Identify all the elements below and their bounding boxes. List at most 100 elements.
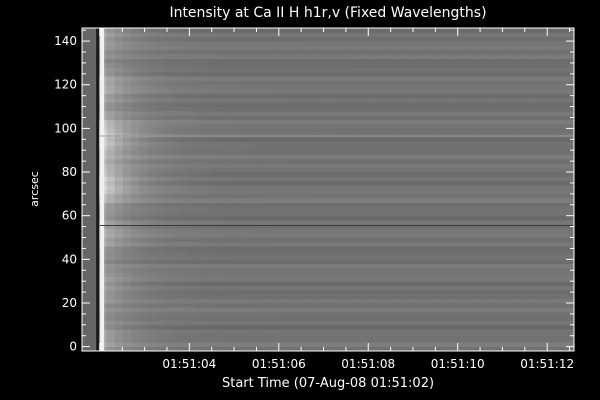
heatmap-cell bbox=[336, 246, 345, 251]
heatmap-cell bbox=[123, 71, 132, 77]
heatmap-cell bbox=[155, 158, 165, 164]
heatmap-cell bbox=[508, 49, 517, 55]
heatmap-cell bbox=[541, 154, 550, 160]
heatmap-cell bbox=[311, 215, 321, 221]
heatmap-cell bbox=[155, 320, 165, 326]
heatmap-cell bbox=[565, 324, 574, 330]
heatmap-cell bbox=[229, 246, 239, 251]
heatmap-cell bbox=[500, 324, 509, 330]
heatmap-cell bbox=[393, 158, 403, 164]
heatmap-cell bbox=[221, 246, 230, 251]
heatmap-cell bbox=[377, 228, 386, 234]
heatmap-cell bbox=[516, 163, 526, 169]
heatmap-cell bbox=[557, 263, 567, 269]
heatmap-cell bbox=[475, 36, 485, 42]
heatmap-cell bbox=[139, 36, 148, 42]
heatmap-cell bbox=[533, 41, 542, 46]
heatmap-cell bbox=[180, 220, 189, 225]
heatmap-cell bbox=[139, 189, 148, 195]
heatmap-cell bbox=[131, 233, 140, 238]
heatmap-cell bbox=[516, 97, 526, 103]
heatmap-cell bbox=[311, 342, 321, 348]
heatmap-cell bbox=[311, 272, 321, 278]
heatmap-cell bbox=[237, 102, 247, 107]
heatmap-cell bbox=[114, 76, 124, 81]
heatmap-cell bbox=[344, 89, 353, 94]
heatmap-cell bbox=[557, 93, 567, 99]
heatmap-cell bbox=[533, 233, 542, 238]
heatmap-cell bbox=[483, 342, 493, 348]
heatmap-cell bbox=[557, 137, 567, 142]
heatmap-cell bbox=[254, 259, 263, 265]
heatmap-cell bbox=[549, 62, 558, 68]
heatmap-cell bbox=[319, 45, 329, 51]
heatmap-cell bbox=[303, 71, 312, 77]
heatmap-cell bbox=[270, 163, 280, 169]
heatmap-cell bbox=[131, 324, 140, 330]
heatmap-cell bbox=[270, 45, 280, 51]
heatmap-cell bbox=[401, 163, 411, 169]
heatmap-cell bbox=[533, 76, 542, 81]
heatmap-cell bbox=[319, 71, 329, 77]
heatmap-cell bbox=[254, 132, 263, 138]
heatmap-cell bbox=[336, 76, 345, 81]
heatmap-cell bbox=[221, 329, 230, 334]
heatmap-cell bbox=[328, 32, 337, 38]
heatmap-cell bbox=[147, 324, 157, 330]
heatmap-cell bbox=[328, 228, 337, 234]
heatmap-cell bbox=[557, 58, 567, 64]
heatmap-cell bbox=[442, 294, 452, 300]
heatmap-cell bbox=[385, 285, 394, 291]
heatmap-cell bbox=[360, 110, 370, 116]
heatmap-cell bbox=[295, 150, 304, 155]
heatmap-cell bbox=[393, 45, 403, 51]
heatmap-cell bbox=[492, 285, 501, 291]
heatmap-cell bbox=[426, 263, 435, 269]
heatmap-cell bbox=[213, 316, 222, 321]
heatmap-cell bbox=[254, 250, 263, 256]
heatmap-cell bbox=[418, 58, 427, 64]
heatmap-cell bbox=[106, 211, 116, 217]
heatmap-cell bbox=[114, 237, 124, 243]
heatmap-cell bbox=[254, 32, 263, 38]
heatmap-cell bbox=[442, 97, 452, 103]
heatmap-cell bbox=[475, 329, 485, 334]
heatmap-cell bbox=[393, 298, 403, 304]
heatmap-cell bbox=[172, 137, 181, 142]
heatmap-cell bbox=[123, 76, 132, 81]
heatmap-cell bbox=[500, 281, 509, 286]
heatmap-cell bbox=[516, 276, 526, 282]
heatmap-cell bbox=[492, 289, 501, 295]
heatmap-cell bbox=[336, 36, 345, 42]
heatmap-cell bbox=[336, 259, 345, 265]
heatmap-cell bbox=[451, 180, 460, 186]
heatmap-cell bbox=[123, 128, 132, 134]
heatmap-cell bbox=[287, 233, 296, 238]
heatmap-cell bbox=[188, 110, 198, 116]
heatmap-cell bbox=[467, 62, 476, 68]
heatmap-cell bbox=[205, 294, 214, 300]
heatmap-cell bbox=[418, 41, 427, 46]
heatmap-cell bbox=[123, 276, 132, 282]
heatmap-cell bbox=[541, 320, 550, 326]
heatmap-cell bbox=[188, 132, 198, 138]
heatmap-cell bbox=[278, 102, 288, 107]
heatmap-cell bbox=[319, 93, 329, 99]
heatmap-cell bbox=[377, 71, 386, 77]
heatmap-cell bbox=[303, 58, 312, 64]
heatmap-cell bbox=[139, 49, 148, 55]
heatmap-cell bbox=[196, 132, 206, 138]
heatmap-cell bbox=[328, 180, 337, 186]
heatmap-cell bbox=[311, 224, 321, 230]
heatmap-cell bbox=[155, 294, 165, 300]
heatmap-cell bbox=[295, 62, 304, 68]
heatmap-cell bbox=[442, 150, 452, 155]
heatmap-cell bbox=[557, 49, 567, 55]
heatmap-cell bbox=[155, 141, 165, 147]
heatmap-cell bbox=[541, 202, 550, 208]
heatmap-cell bbox=[377, 119, 386, 125]
heatmap-cell bbox=[516, 224, 526, 230]
heatmap-cell bbox=[123, 58, 132, 64]
heatmap-cell bbox=[401, 237, 411, 243]
heatmap-cell bbox=[131, 150, 140, 155]
